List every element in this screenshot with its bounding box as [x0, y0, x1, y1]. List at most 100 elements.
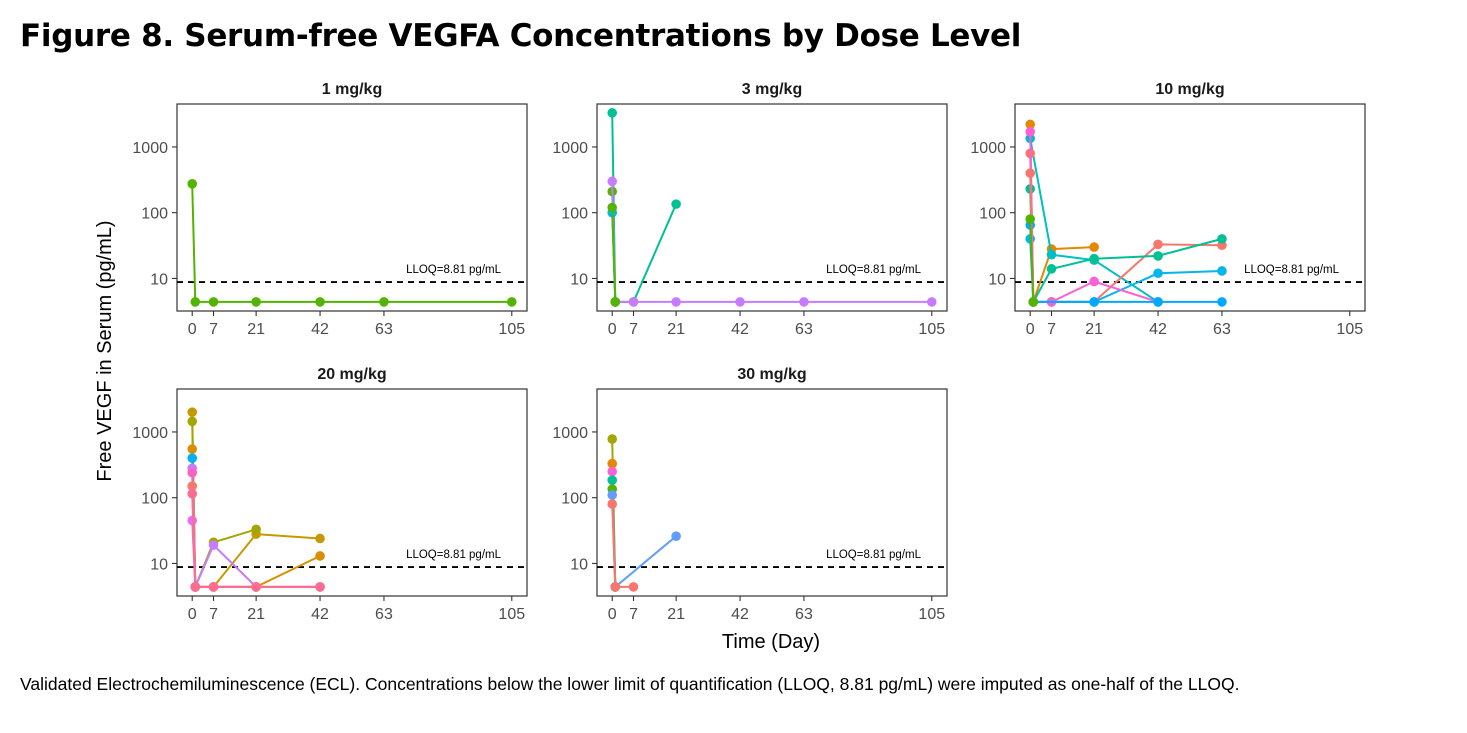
x-tick-label: 105: [498, 321, 525, 338]
x-tick-label: 42: [731, 321, 749, 338]
series-line: [1029, 153, 1223, 303]
figure-title: Figure 8. Serum-free VEGFA Concentration…: [20, 18, 1022, 54]
data-point: [1025, 126, 1036, 137]
data-point: [315, 533, 325, 544]
lloq-label: LLOQ=8.81 pg/mL: [1244, 264, 1340, 276]
data-point: [187, 453, 198, 463]
data-point: [1089, 253, 1099, 264]
y-tick-label: 1000: [132, 140, 168, 157]
y-axis-title: Free VEGF in Serum (pg/mL): [94, 220, 116, 481]
figure-caption: Validated Electrochemiluminescence (ECL)…: [20, 674, 1240, 694]
data-point: [208, 540, 219, 550]
data-point: [1025, 168, 1036, 178]
data-point: [1217, 234, 1227, 244]
panel-title: 1 mg/kg: [322, 81, 382, 98]
lloq-label: LLOQ=8.81 pg/mL: [406, 549, 502, 561]
series-line: [1029, 138, 1159, 303]
data-point: [735, 297, 745, 307]
x-tick-label: 42: [1149, 321, 1167, 338]
x-tick-label: 42: [731, 606, 749, 623]
data-point: [251, 297, 261, 307]
data-point: [187, 407, 198, 417]
data-point: [187, 467, 198, 478]
data-point: [1025, 214, 1036, 224]
data-point: [1046, 249, 1057, 260]
data-point: [187, 444, 198, 454]
data-point: [208, 582, 219, 592]
data-point: [671, 531, 681, 541]
panel-1: 1 mg/kg 10 100 1000 0 7 21 42 63 105 LLOQ=8.81 pg/…: [132, 81, 528, 338]
y-tick-label: 1000: [552, 425, 588, 442]
panel-title: 3 mg/kg: [742, 81, 802, 98]
data-point: [1046, 264, 1057, 274]
data-point: [610, 297, 621, 307]
x-tick-label: 105: [918, 606, 945, 623]
x-tick-label: 63: [375, 606, 393, 623]
lloq-label: LLOQ=8.81 pg/mL: [826, 264, 922, 276]
series-line: [191, 421, 257, 588]
y-tick-label: 100: [141, 206, 168, 223]
series-line: [611, 112, 678, 303]
x-tick-label: 0: [188, 606, 197, 623]
data-point: [1089, 276, 1099, 287]
panel-3: 10 mg/kg 10 100 1000 0 7 21 42 63 105 LLOQ=8.81 pg…: [970, 81, 1366, 338]
data-point: [1153, 251, 1163, 261]
series-line: [611, 207, 617, 302]
x-tick-label: 7: [1047, 321, 1056, 338]
data-point: [187, 488, 198, 499]
panel-border: [596, 388, 948, 597]
data-point: [610, 582, 621, 592]
y-tick-label: 10: [570, 556, 588, 573]
data-point: [315, 297, 325, 307]
data-point: [1217, 266, 1227, 276]
y-tick-label: 100: [561, 491, 588, 508]
data-point: [628, 297, 639, 307]
lloq-label: LLOQ=8.81 pg/mL: [826, 549, 922, 561]
x-tick-label: 0: [608, 606, 617, 623]
x-tick-label: 7: [209, 606, 218, 623]
data-point: [187, 481, 198, 491]
x-tick-label: 105: [918, 321, 945, 338]
x-tick-label: 105: [498, 606, 525, 623]
lloq-label: LLOQ=8.81 pg/mL: [406, 264, 502, 276]
y-tick-label: 10: [988, 271, 1006, 288]
y-tick-label: 100: [561, 206, 588, 223]
data-point: [1217, 297, 1227, 307]
data-point: [315, 582, 325, 592]
data-point: [1028, 297, 1039, 307]
data-point: [607, 458, 618, 469]
panel-border: [596, 103, 948, 312]
data-point: [607, 434, 618, 444]
x-tick-label: 0: [188, 321, 197, 338]
data-point: [607, 176, 618, 187]
x-tick-label: 21: [247, 321, 265, 338]
x-tick-label: 63: [1213, 321, 1231, 338]
data-point: [1153, 297, 1163, 307]
data-point: [926, 297, 937, 307]
data-point: [187, 416, 198, 427]
series-line: [191, 412, 321, 588]
y-tick-label: 1000: [970, 140, 1006, 157]
panel-title: 10 mg/kg: [1155, 81, 1224, 98]
data-point: [607, 108, 618, 118]
y-tick-label: 100: [979, 206, 1006, 223]
panel-title: 20 mg/kg: [317, 366, 386, 383]
data-point: [1025, 119, 1036, 130]
x-tick-label: 7: [629, 606, 638, 623]
series-line: [1029, 131, 1159, 303]
panel-border: [176, 103, 528, 312]
series-line: [1029, 224, 1222, 303]
y-tick-label: 10: [150, 556, 168, 573]
x-tick-label: 0: [608, 321, 617, 338]
y-tick-label: 10: [150, 271, 168, 288]
x-tick-label: 63: [375, 321, 393, 338]
series-line: [191, 183, 512, 303]
series-line: [1029, 219, 1035, 302]
x-tick-label: 42: [311, 321, 329, 338]
data-point: [208, 297, 219, 307]
data-point: [607, 475, 618, 485]
y-tick-label: 10: [570, 271, 588, 288]
panel-border: [176, 388, 528, 597]
data-point: [315, 551, 325, 561]
